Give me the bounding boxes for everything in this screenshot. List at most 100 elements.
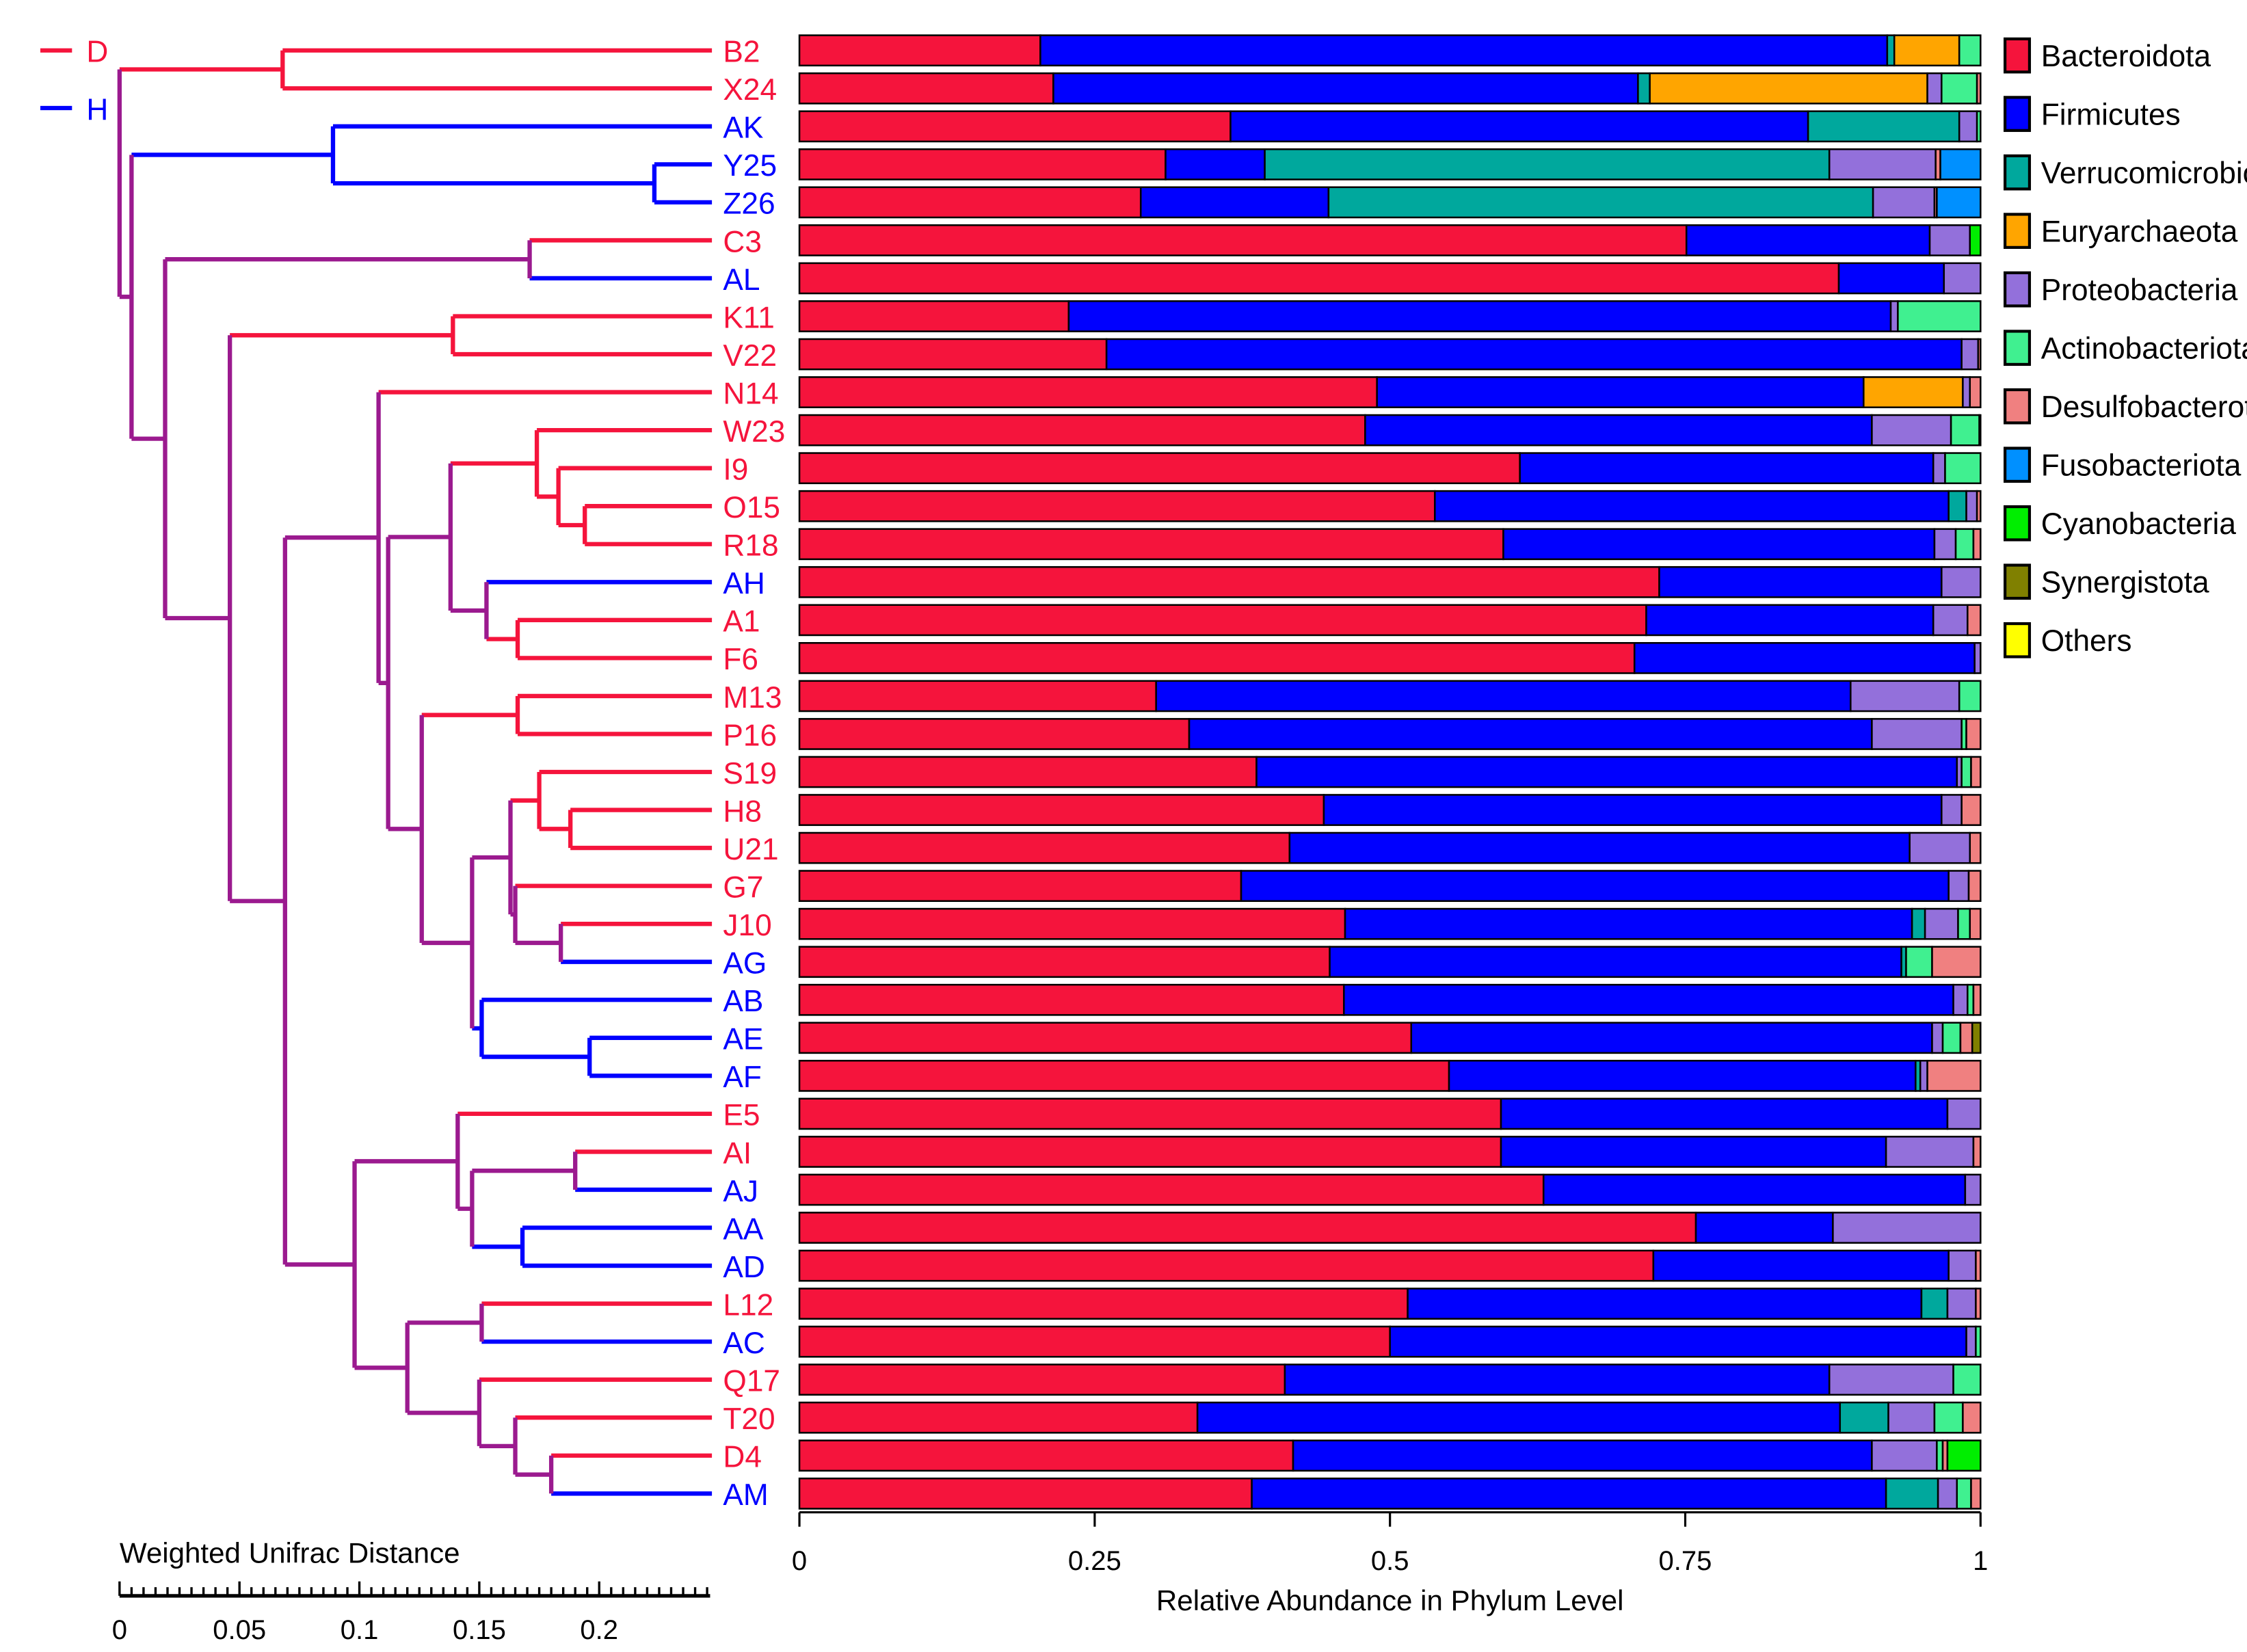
bar-segment-firmicutes <box>1155 680 1852 712</box>
sample-label: T20 <box>723 1402 775 1436</box>
bar-segment-actinobacteriota <box>1975 1325 1982 1358</box>
bar-segment-bacteroidota <box>798 34 1041 67</box>
legend-swatch <box>2004 388 2032 425</box>
bar-row-E5 <box>798 1097 1982 1130</box>
bar-row-L12 <box>798 1288 1982 1320</box>
bar-segment-proteobacteria <box>1960 338 1980 371</box>
legend-item-firmicutes: Firmicutes <box>2004 96 2181 132</box>
bar-segment-bacteroidota <box>798 1363 1286 1396</box>
legend-item-desulfobacterota: Desulfobacterota <box>2004 388 2247 425</box>
bar-row-AB <box>798 983 1982 1016</box>
bar-row-X24 <box>798 72 1982 105</box>
bar-segment-firmicutes <box>1229 110 1809 143</box>
bar-segment-bacteroidota <box>798 1022 1413 1054</box>
bar-segment-proteobacteria <box>1889 300 1899 332</box>
sample-label: N14 <box>723 377 778 410</box>
bar-row-AG <box>798 946 1982 978</box>
bar-segment-proteobacteria <box>1926 72 1943 105</box>
bar-segment-firmicutes <box>1500 1097 1949 1130</box>
bar-row-J10 <box>798 907 1982 940</box>
bar-segment-desulfobacterota <box>1970 1477 1982 1510</box>
bar-segment-proteobacteria <box>1887 1401 1936 1434</box>
bar-segment-firmicutes <box>1165 148 1266 181</box>
bar-segment-verrucomicrobiota <box>1327 186 1874 219</box>
bar-segment-bacteroidota <box>798 1136 1502 1168</box>
bar-segment-firmicutes <box>1139 186 1330 219</box>
legend-label: Bacteroidota <box>2041 40 2211 73</box>
sample-labels: B2 X24 AK Y25 Z26 C3 AL K11 V22 N14 W23 I9 O15 R18 AH A… <box>723 36 785 1513</box>
bar-segment-proteobacteria <box>1946 1097 1982 1130</box>
sample-label: O15 <box>723 491 780 524</box>
bar-segment-firmicutes <box>1240 870 1950 903</box>
x-axis: 0 0.25 0.5 0.75 1 <box>792 1511 1988 1576</box>
bar-segment-firmicutes <box>1407 1288 1923 1320</box>
sample-label: G7 <box>723 870 763 904</box>
bar-segment-desulfobacterota <box>1959 1022 1973 1054</box>
x-tick-label: 0.5 <box>1371 1546 1409 1576</box>
bar-row-G7 <box>798 870 1982 903</box>
bar-segment-fusobacteriota <box>1939 148 1982 181</box>
bar-segment-desulfobacterota <box>1976 72 1982 105</box>
sample-label: AM <box>723 1478 768 1512</box>
bar-segment-bacteroidota <box>798 983 1345 1016</box>
bar-segment-verrucomicrobiota <box>1920 1288 1949 1320</box>
bar-segment-bacteroidota <box>798 1212 1697 1244</box>
bar-segment-bacteroidota <box>798 1439 1294 1472</box>
bar-row-M13 <box>798 680 1982 712</box>
bar-segment-actinobacteriota <box>1941 72 1978 105</box>
bar-row-R18 <box>798 528 1982 561</box>
sample-label: AJ <box>723 1175 758 1208</box>
bar-row-T20 <box>798 1401 1982 1434</box>
bar-segment-proteobacteria <box>1941 565 1982 598</box>
bar-segment-actinobacteriota <box>1952 1363 1982 1396</box>
sample-label: K11 <box>723 301 774 334</box>
bar-segment-desulfobacterota <box>1969 907 1982 940</box>
bar-segment-proteobacteria <box>1937 1477 1958 1510</box>
sample-label: AE <box>723 1023 763 1056</box>
bar-row-P16 <box>798 718 1982 750</box>
bar-segment-bacteroidota <box>798 946 1331 978</box>
legend-item-verrucomicrobiota: Verrucomicrobiota <box>2004 154 2247 191</box>
bar-segment-desulfobacterota <box>1969 376 1982 408</box>
legend-swatch <box>2004 213 2032 249</box>
distance-scale-bar: 0 0.05 0.1 0.15 0.2 <box>112 1581 710 1645</box>
sample-label: R18 <box>723 529 778 563</box>
bar-segment-cyanobacteria <box>1969 224 1982 256</box>
sample-label: P16 <box>723 719 777 752</box>
bar-segment-bacteroidota <box>798 224 1688 256</box>
bar-row-AE <box>798 1022 1982 1054</box>
bar-segment-proteobacteria <box>1928 224 1971 256</box>
sample-label: B2 <box>723 36 760 69</box>
bar-segment-proteobacteria <box>1850 680 1960 712</box>
bar-segment-firmicutes <box>1364 414 1873 447</box>
bar-segment-actinobacteriota <box>1960 756 1972 788</box>
bar-segment-euryarchaeota <box>1893 34 1960 67</box>
bar-segment-firmicutes <box>1251 1477 1887 1510</box>
bar-row-AI <box>798 1136 1982 1168</box>
bar-segment-proteobacteria <box>1871 718 1963 750</box>
bar-segment-firmicutes <box>1039 34 1889 67</box>
bar-segment-desulfobacterota <box>1969 831 1982 864</box>
group-legend-label: H <box>86 93 108 126</box>
bar-segment-firmicutes <box>1652 1249 1950 1282</box>
bar-segment-bacteroidota <box>798 1288 1409 1320</box>
sample-label: AI <box>723 1136 752 1170</box>
bar-segment-desulfobacterota <box>1960 794 1982 826</box>
legend-item-fusobacteriota: Fusobacteriota <box>2004 447 2242 483</box>
bar-segment-bacteroidota <box>798 794 1325 826</box>
bar-row-AK <box>798 110 1982 143</box>
bar-segment-desulfobacterota <box>1970 756 1982 788</box>
bar-segment-verrucomicrobiota <box>1886 34 1896 67</box>
bar-segment-actinobacteriota <box>1957 907 1971 940</box>
legend-swatch <box>2004 271 2032 308</box>
bar-segment-proteobacteria <box>1828 1363 1954 1396</box>
sample-label: AL <box>723 263 760 297</box>
sample-label: AB <box>723 985 763 1018</box>
legend-item-proteobacteria: Proteobacteria <box>2004 271 2238 308</box>
sample-label: AK <box>723 111 763 145</box>
bar-segment-bacteroidota <box>798 452 1521 485</box>
bar-row-V22 <box>798 338 1982 371</box>
bar-segment-actinobacteriota <box>1897 300 1982 332</box>
legend-label: Firmicutes <box>2041 98 2181 131</box>
legend-label: Synergistota <box>2041 566 2209 600</box>
